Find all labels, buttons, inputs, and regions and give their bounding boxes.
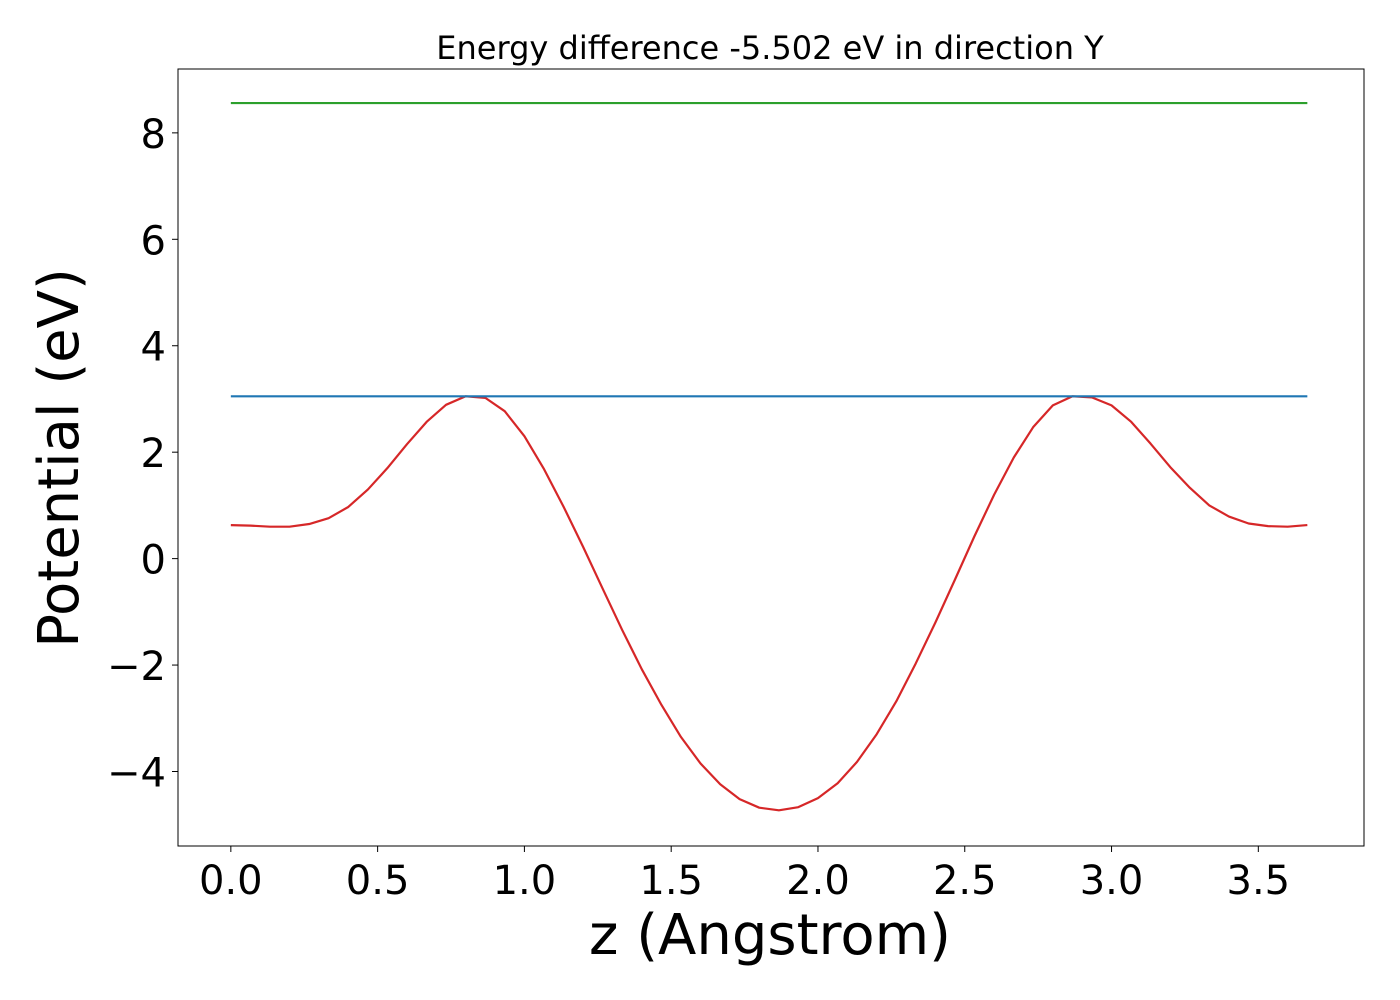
series-layer <box>230 101 1308 812</box>
x-tick-label: 2.5 <box>933 858 997 904</box>
x-tick-label: 3.5 <box>1227 858 1291 904</box>
plot-area <box>177 68 1365 847</box>
x-tick-label: 1.5 <box>639 858 703 904</box>
y-tick-label: 6 <box>141 218 166 264</box>
y-axis: −4 −2 0 2 4 6 8 <box>107 112 178 796</box>
x-tick-label: 3.0 <box>1080 858 1144 904</box>
x-axis-label: z (Angstrom) <box>589 903 951 968</box>
y-tick-label: 4 <box>141 325 166 371</box>
plot-frame <box>177 68 1365 847</box>
y-tick-label: −2 <box>107 644 166 690</box>
x-tick-label: 2.0 <box>786 858 850 904</box>
y-tick-label: 8 <box>141 112 166 158</box>
x-tick-label: 1.0 <box>493 858 557 904</box>
y-tick-label: −4 <box>107 750 166 796</box>
x-tick-label: 0.0 <box>199 858 263 904</box>
y-tick-label: 2 <box>141 431 166 477</box>
y-axis-label: Potential (eV) <box>27 268 92 648</box>
series-line-1 <box>230 395 1308 812</box>
x-axis: 0.0 0.5 1.0 1.5 2.0 2.5 3.0 3.5 <box>199 846 1290 904</box>
chart-title: Energy difference -5.502 eV in direction… <box>436 29 1104 67</box>
x-tick-label: 0.5 <box>346 858 410 904</box>
y-tick-label: 0 <box>141 538 166 584</box>
